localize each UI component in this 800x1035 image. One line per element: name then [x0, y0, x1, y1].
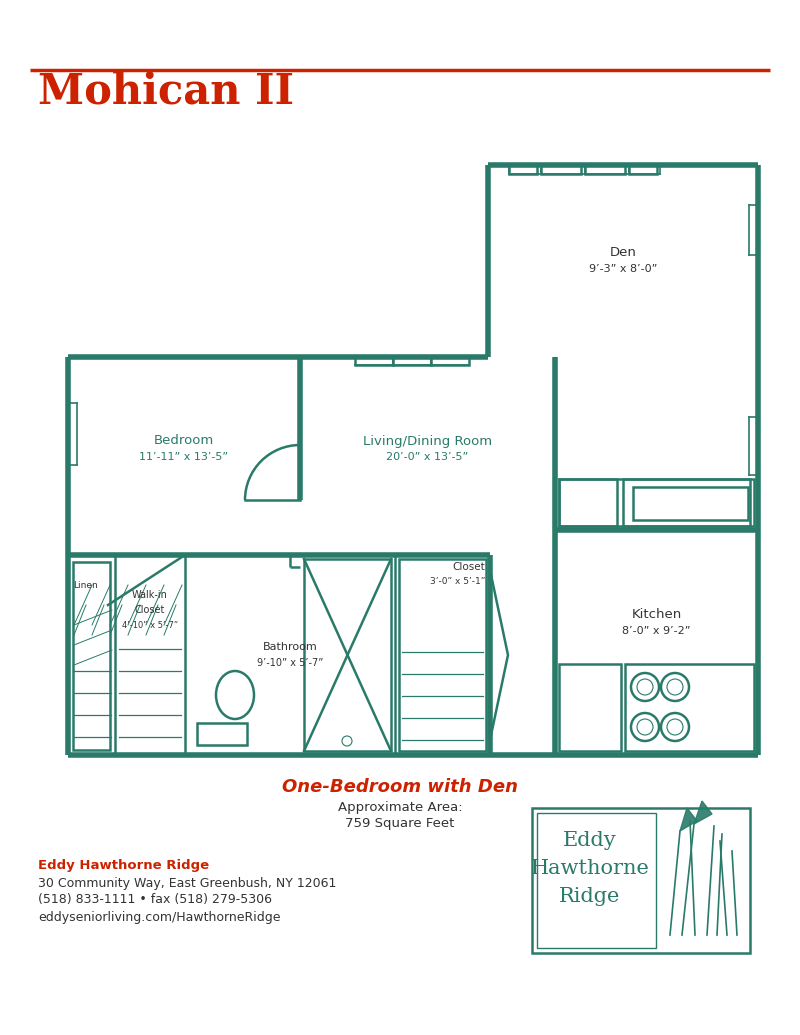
- Text: 20’-0” x 13’-5”: 20’-0” x 13’-5”: [386, 452, 469, 462]
- Text: (518) 833-1111 • fax (518) 279-5306: (518) 833-1111 • fax (518) 279-5306: [38, 893, 272, 907]
- Bar: [197, 723, 247, 745]
- Bar: [509, 165, 537, 174]
- Text: 8’-0” x 9’-2”: 8’-0” x 9’-2”: [622, 626, 690, 635]
- Text: Bedroom: Bedroom: [154, 435, 214, 447]
- Bar: [749, 417, 758, 475]
- Text: One-Bedroom with Den: One-Bedroom with Den: [282, 778, 518, 796]
- Text: Kitchen: Kitchen: [631, 609, 682, 621]
- Text: Eddy: Eddy: [563, 830, 617, 850]
- Bar: [355, 357, 393, 365]
- Text: Bathroom: Bathroom: [262, 642, 318, 652]
- Text: Mohican II: Mohican II: [38, 71, 294, 113]
- Bar: [559, 479, 754, 526]
- Text: Hawthorne: Hawthorne: [530, 858, 650, 878]
- Text: Closet: Closet: [452, 562, 485, 572]
- Text: 3’-0” x 5’-1”: 3’-0” x 5’-1”: [430, 576, 485, 586]
- Text: Den: Den: [610, 246, 637, 260]
- Bar: [541, 165, 581, 174]
- Text: Approximate Area:: Approximate Area:: [338, 800, 462, 814]
- Bar: [399, 559, 486, 751]
- Bar: [559, 664, 621, 751]
- Bar: [431, 357, 469, 365]
- Bar: [629, 165, 657, 174]
- Text: Closet: Closet: [135, 605, 165, 615]
- Text: Linen: Linen: [73, 581, 98, 590]
- Bar: [304, 559, 391, 751]
- Bar: [532, 808, 750, 953]
- Polygon shape: [694, 801, 712, 824]
- Text: 30 Community Way, East Greenbush, NY 12061: 30 Community Way, East Greenbush, NY 120…: [38, 877, 336, 889]
- Text: 11’-11” x 13’-5”: 11’-11” x 13’-5”: [139, 452, 229, 462]
- Bar: [68, 403, 77, 465]
- Text: Eddy Hawthorne Ridge: Eddy Hawthorne Ridge: [38, 858, 209, 871]
- Bar: [537, 814, 656, 948]
- Text: Ridge: Ridge: [559, 887, 621, 906]
- Bar: [585, 165, 625, 174]
- Bar: [73, 562, 110, 750]
- Text: 9’-3” x 8’-0”: 9’-3” x 8’-0”: [589, 264, 657, 274]
- Bar: [393, 357, 431, 365]
- Text: 759 Square Feet: 759 Square Feet: [346, 817, 454, 829]
- Bar: [625, 664, 754, 751]
- Bar: [749, 205, 758, 255]
- Bar: [633, 487, 748, 520]
- Text: 9’-10” x 5’-7”: 9’-10” x 5’-7”: [257, 658, 323, 668]
- Bar: [559, 479, 617, 526]
- Text: 4’-10” x 5’-7”: 4’-10” x 5’-7”: [122, 621, 178, 629]
- Text: Walk-in: Walk-in: [132, 590, 168, 600]
- Text: eddyseniorliving.com/HawthorneRidge: eddyseniorliving.com/HawthorneRidge: [38, 911, 281, 923]
- Polygon shape: [680, 808, 697, 831]
- Bar: [623, 479, 750, 526]
- Text: Living/Dining Room: Living/Dining Room: [363, 435, 492, 447]
